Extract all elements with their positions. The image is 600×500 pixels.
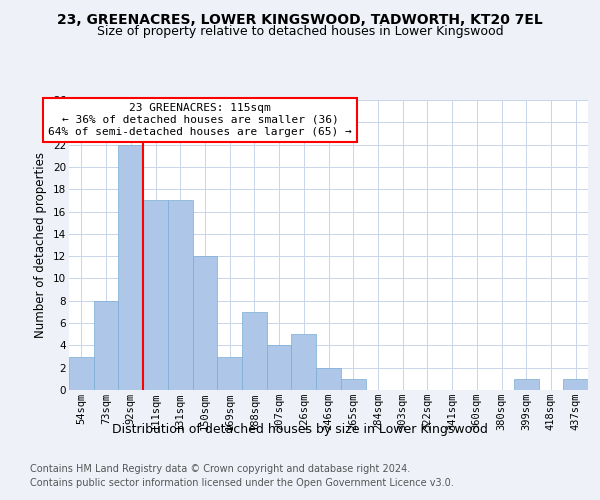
- Bar: [514, 379, 539, 390]
- Text: Contains HM Land Registry data © Crown copyright and database right 2024.: Contains HM Land Registry data © Crown c…: [30, 464, 410, 474]
- Text: Distribution of detached houses by size in Lower Kingswood: Distribution of detached houses by size …: [112, 422, 488, 436]
- Text: 23, GREENACRES, LOWER KINGSWOOD, TADWORTH, KT20 7EL: 23, GREENACRES, LOWER KINGSWOOD, TADWORT…: [57, 12, 543, 26]
- Bar: [69, 356, 94, 390]
- Bar: [118, 144, 143, 390]
- Bar: [316, 368, 341, 390]
- Y-axis label: Number of detached properties: Number of detached properties: [34, 152, 47, 338]
- Text: 23 GREENACRES: 115sqm
← 36% of detached houses are smaller (36)
64% of semi-deta: 23 GREENACRES: 115sqm ← 36% of detached …: [48, 104, 352, 136]
- Bar: [292, 334, 316, 390]
- Bar: [217, 356, 242, 390]
- Bar: [242, 312, 267, 390]
- Bar: [341, 379, 365, 390]
- Bar: [267, 346, 292, 390]
- Bar: [94, 301, 118, 390]
- Text: Size of property relative to detached houses in Lower Kingswood: Size of property relative to detached ho…: [97, 25, 503, 38]
- Bar: [563, 379, 588, 390]
- Bar: [168, 200, 193, 390]
- Bar: [193, 256, 217, 390]
- Bar: [143, 200, 168, 390]
- Text: Contains public sector information licensed under the Open Government Licence v3: Contains public sector information licen…: [30, 478, 454, 488]
